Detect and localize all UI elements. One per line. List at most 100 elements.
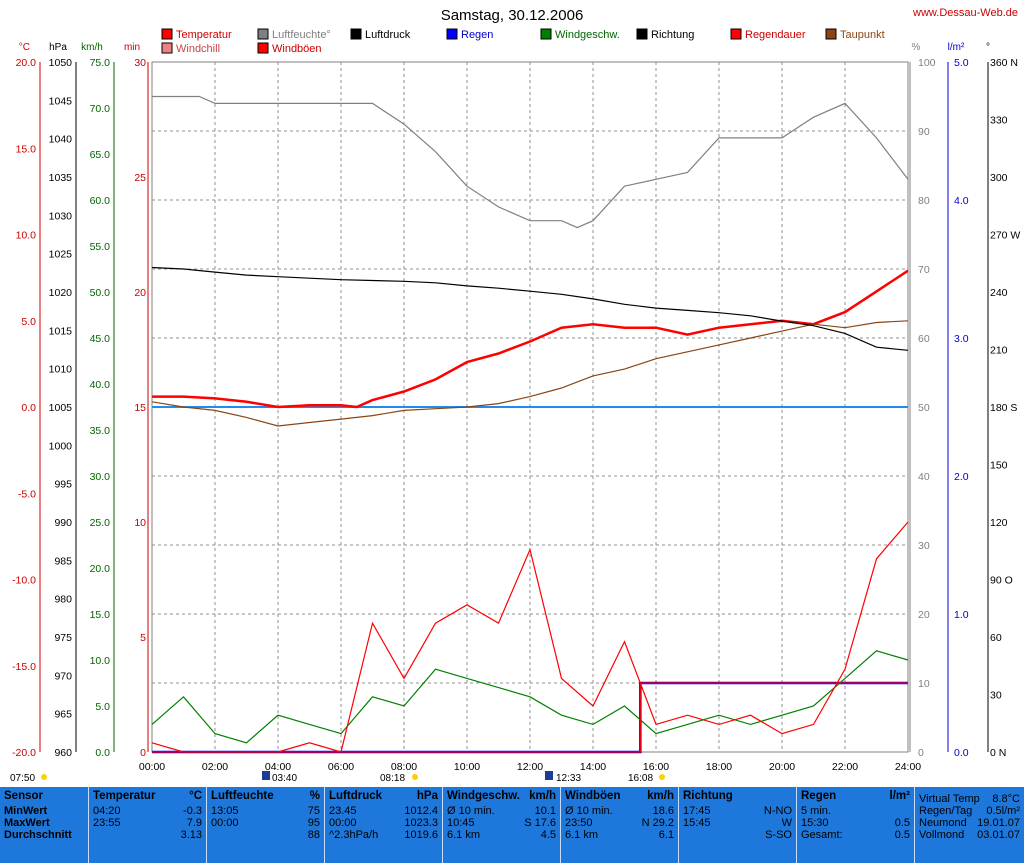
legend-swatch (825, 28, 837, 40)
sunrise-time: 07:50 (10, 773, 35, 784)
moon-icon (545, 771, 553, 780)
luftdruck-max-value: 1023.3 (404, 817, 438, 829)
tick-pressure: 990 (54, 517, 72, 529)
tick-humidity: 80 (918, 195, 930, 207)
tick-humidity: 50 (918, 402, 930, 414)
moon-icon (262, 771, 270, 780)
tick-direction: 120 (990, 517, 1008, 529)
tick-direction: 300 (990, 172, 1008, 184)
tick-pressure: 995 (54, 479, 72, 491)
tick-wind: 65.0 (90, 149, 111, 161)
legend-swatch (257, 42, 269, 54)
legend-swatch (257, 28, 269, 40)
tick-rain: 3.0 (954, 333, 969, 345)
legend-label: Windgeschw. (555, 29, 620, 41)
info-new-moon-value: 19.01.07 (977, 817, 1020, 829)
legend-swatch (540, 28, 552, 40)
tick-wind: 30.0 (90, 471, 111, 483)
luftfeuchte-min-value: 75 (307, 805, 320, 817)
luftfeuchte-max-value: 95 (307, 817, 320, 829)
panel-windgeschw: Windgeschw. km/h Ø 10 min. 10.1 10:45 S 17.… (442, 787, 560, 863)
tick-humidity: 20 (918, 609, 930, 621)
tick-pressure: 1035 (49, 172, 73, 184)
luftdruck-header: Luftdruck (329, 790, 383, 802)
windboeen-avg10-value: 18.6 (652, 805, 674, 817)
legend-swatch (446, 28, 458, 40)
luftdruck-trend: ^2.3hPa/h (329, 829, 379, 841)
tick-pressure: 965 (54, 709, 72, 721)
axis-unit-rain: l/m² (948, 42, 965, 53)
legend-label: Luftfeuchte° (272, 29, 331, 41)
tick-humidity: 100 (918, 57, 936, 69)
richtung-row2-value: W (781, 817, 792, 829)
temperatur-min-value: -0.3 (183, 805, 202, 817)
sensor-row-min: MinWert (4, 805, 48, 817)
tick-rain: 1.0 (954, 609, 969, 621)
windgeschw-avg-value: 4.5 (540, 829, 556, 841)
regen-row2-value: 0.5 (894, 817, 910, 829)
stats-panel: Sensor MinWert MaxWert Durchschnitt Temp… (0, 787, 1024, 863)
tick-min: 5 (140, 632, 146, 644)
sun-icon (659, 774, 665, 780)
sun-icon (412, 774, 418, 780)
tick-time: 18:00 (706, 761, 732, 773)
info-virtual-temp-value: 8.8°C (992, 793, 1020, 805)
windboeen-unit: km/h (647, 790, 674, 802)
temperatur-min-time: 04:20 (93, 805, 121, 817)
tick-wind: 60.0 (90, 195, 111, 207)
regen-unit: l/m² (889, 790, 910, 802)
panel-regen: Regen l/m² 5 min. 15:30 0.5 Gesamt: 0.5 (796, 787, 914, 863)
tick-wind: 35.0 (90, 425, 111, 437)
panel-windboeen: Windböen km/h Ø 10 min. 18.6 23:50 N 29.2 6… (560, 787, 678, 863)
tick-temp: -15.0 (12, 661, 36, 673)
panel-luftdruck: Luftdruck hPa 23.45 1012.4 00:00 1023.3 ^2.… (324, 787, 442, 863)
tick-wind: 5.0 (95, 701, 110, 713)
info-full-moon-label: Vollmond (919, 829, 965, 841)
tick-time: 22:00 (832, 761, 858, 773)
windboeen-max-value: N 29.2 (641, 817, 674, 829)
info-full-moon-value: 03.01.07 (977, 829, 1020, 841)
tick-pressure: 1020 (49, 287, 73, 299)
tick-pressure: 1025 (49, 249, 73, 261)
legend-label: Windchill (176, 43, 220, 55)
windboeen-header: Windböen (565, 790, 621, 802)
series-luftdruck (151, 266, 909, 351)
regen-total-label: Gesamt: (801, 829, 843, 841)
tick-direction: 240 (990, 287, 1008, 299)
axis-unit-pressure: hPa (49, 42, 67, 53)
tick-pressure: 970 (54, 670, 72, 682)
luftdruck-min-value: 1012.4 (404, 805, 438, 817)
legend-swatch (350, 28, 362, 40)
panel-info: Virtual Temp 8.8°C Regen/Tag 0.5l/m² Neumo… (914, 787, 1024, 863)
series-luftfeuchte (152, 95, 909, 229)
tick-wind: 25.0 (90, 517, 111, 529)
windboeen-avg-value: 6.1 (658, 829, 674, 841)
tick-humidity: 90 (918, 126, 930, 138)
tick-time: 04:00 (265, 761, 291, 773)
tick-min: 15 (134, 402, 146, 414)
tick-wind: 15.0 (90, 609, 111, 621)
axis-unit-humidity: % (912, 42, 921, 53)
tick-rain: 5.0 (954, 57, 969, 69)
luftfeuchte-header: Luftfeuchte (211, 790, 274, 802)
tick-direction: 0 N (990, 747, 1006, 759)
tick-time: 02:00 (202, 761, 228, 773)
panel-luftfeuchte: Luftfeuchte% 13:05 75 00:00 95 88 (206, 787, 324, 863)
legend-swatch (636, 28, 648, 40)
windboeen-distance: 6.1 km (565, 829, 599, 841)
windgeschw-max-time: 10:45 (447, 817, 475, 829)
axis-unit-wind: km/h (81, 42, 103, 53)
tick-wind: 0.0 (95, 747, 110, 759)
tick-wind: 50.0 (90, 287, 111, 299)
tick-time: 20:00 (769, 761, 795, 773)
tick-humidity: 70 (918, 264, 930, 276)
luftfeuchte-max-time: 00:00 (211, 817, 239, 829)
tick-time: 10:00 (454, 761, 480, 773)
tick-wind: 10.0 (90, 655, 111, 667)
tick-time: 14:00 (580, 761, 606, 773)
tick-humidity: 40 (918, 471, 930, 483)
regen-total-value: 0.5 (894, 829, 910, 841)
axis-unit-direction: ° (986, 42, 990, 53)
panel-temperatur: Temperatur °C 04:20 -0.3 23:55 7.9 3.13 (88, 787, 206, 863)
tick-direction: 30 (990, 690, 1002, 702)
